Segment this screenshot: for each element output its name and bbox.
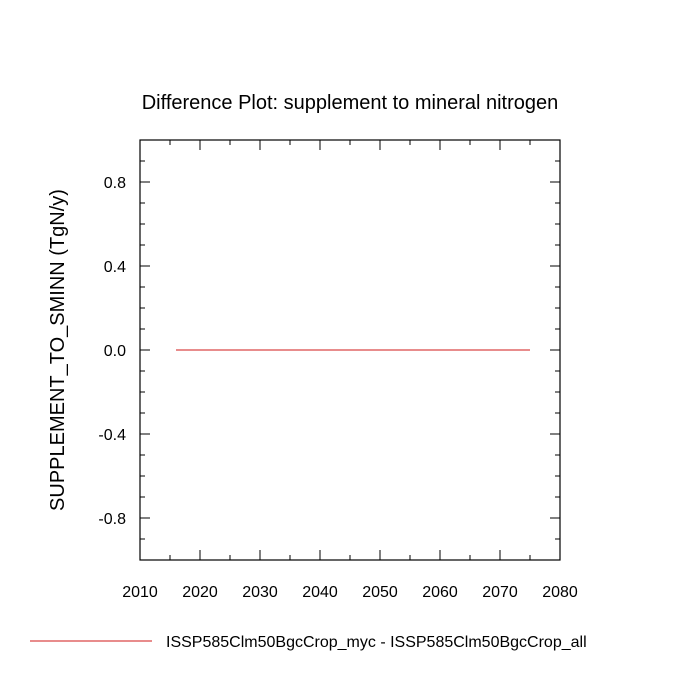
x-tick-label: 2020 (182, 584, 218, 601)
x-tick-label: 2030 (242, 584, 278, 601)
x-tick-label: 2050 (362, 584, 398, 601)
y-tick-label: 0.8 (104, 175, 126, 192)
y-axis-label: SUPPLEMENT_TO_SMINN (TgN/y) (47, 189, 69, 511)
y-tick-label: -0.4 (98, 427, 126, 444)
x-tick-label: 2070 (482, 584, 518, 601)
y-tick-label: 0.0 (104, 343, 126, 360)
x-tick-label: 2060 (422, 584, 458, 601)
legend-label: ISSP585Clm50BgcCrop_myc - ISSP585Clm50Bg… (166, 634, 587, 651)
x-tick-label: 2080 (542, 584, 578, 601)
axis-ticks: 2010 2020 2030 2040 2050 2060 2070 2080 -0.8 -0.4… (98, 139, 578, 601)
chart-title: Difference Plot: supplement to mineral n… (142, 92, 559, 114)
legend: ISSP585Clm50BgcCrop_myc - ISSP585Clm50Bg… (30, 634, 587, 651)
y-tick-label: -0.8 (98, 511, 126, 528)
x-tick-label: 2040 (302, 584, 338, 601)
y-tick-label: 0.4 (104, 259, 126, 276)
x-tick-label: 2010 (122, 584, 158, 601)
plot-frame (139, 139, 561, 561)
